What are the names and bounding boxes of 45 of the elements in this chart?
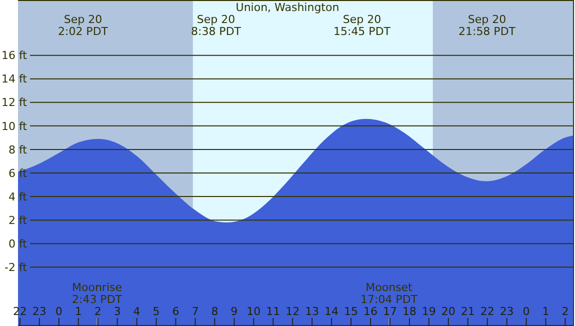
x-tick-label: 9 xyxy=(230,305,238,318)
x-tick-label: 23 xyxy=(500,305,514,318)
x-tick-label: 13 xyxy=(305,305,320,318)
x-tick-label: 2 xyxy=(94,305,102,318)
x-tick-label: 1 xyxy=(542,305,550,318)
y-tick-label: 2 ft xyxy=(8,214,28,227)
y-tick-label: 16 ft xyxy=(2,49,28,62)
x-tick-label: 14 xyxy=(324,305,339,318)
x-tick-label: 4 xyxy=(133,305,140,318)
x-tick-label: 20 xyxy=(441,305,456,318)
annotation: Sep 20 2:02 PDT xyxy=(58,13,108,38)
y-tick-label: 14 ft xyxy=(2,72,28,86)
x-tick-label: 16 xyxy=(363,305,378,318)
x-tick-label: 3 xyxy=(114,305,121,318)
x-tick-label: 17 xyxy=(382,305,397,318)
x-tick-label: 15 xyxy=(344,305,358,318)
x-tick-label: 8 xyxy=(211,305,218,318)
y-tick-label: 6 ft xyxy=(8,166,28,180)
x-tick-label: 0 xyxy=(55,305,62,318)
x-tick-label: 6 xyxy=(172,305,180,318)
x-tick-label: 19 xyxy=(422,305,436,318)
y-tick-label: 10 ft xyxy=(2,120,28,133)
x-tick-label: 23 xyxy=(32,305,46,318)
annotation: Sep 20 15:45 PDT xyxy=(333,13,391,38)
annotation: Sep 20 8:38 PDT xyxy=(190,13,242,38)
x-tick-label: 21 xyxy=(460,305,475,318)
x-tick-label: 2 xyxy=(562,305,569,318)
y-tick-label: 8 ft xyxy=(8,143,28,156)
y-tick-label: 12 ft xyxy=(2,96,28,110)
y-tick-label: 4 ft xyxy=(8,190,28,204)
annotation: Moonset 17:04 PDT xyxy=(360,281,418,306)
x-tick-label: 5 xyxy=(152,305,160,318)
annotation: Sep 20 21:58 PDT xyxy=(458,13,516,38)
x-tick-label: 18 xyxy=(402,305,416,318)
annotation: Moonrise 2:43 PDT xyxy=(72,281,122,306)
y-tick-label: 0 ft xyxy=(8,237,28,250)
x-tick-label: 1 xyxy=(74,305,82,318)
x-tick-label: 22 xyxy=(480,305,494,318)
x-tick-label: 12 xyxy=(286,305,300,318)
x-tick-label: 7 xyxy=(192,305,199,318)
x-tick-label: 10 xyxy=(246,305,261,318)
x-tick-label: 0 xyxy=(522,305,530,318)
chart-title: Union, Washington xyxy=(236,1,340,14)
y-tick-label: -2 ft xyxy=(4,261,28,274)
x-tick-label: 11 xyxy=(266,305,280,318)
